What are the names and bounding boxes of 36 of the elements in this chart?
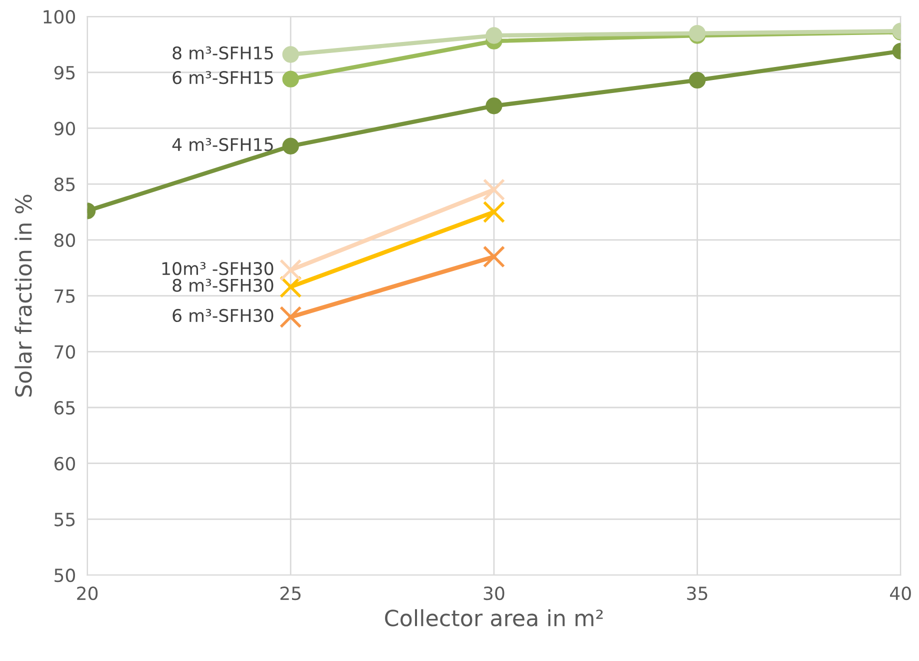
point bbox=[482, 246, 506, 268]
y-tick-label: 90 bbox=[54, 122, 75, 136]
x-tick-label: 30 bbox=[484, 586, 504, 600]
x-tick-label: 20 bbox=[77, 586, 98, 600]
point bbox=[486, 27, 502, 44]
point bbox=[282, 70, 299, 88]
y-tick-label: 100 bbox=[44, 10, 75, 24]
y-tick-label: 85 bbox=[54, 178, 75, 192]
series-label: 6 m³-SFH15 bbox=[172, 70, 273, 84]
series-label: 8 m³-SFH15 bbox=[172, 46, 273, 60]
point bbox=[282, 138, 299, 154]
x-tick-label: 35 bbox=[687, 586, 708, 600]
y-tick-label: 60 bbox=[54, 456, 75, 470]
y-tick-label: 95 bbox=[54, 66, 75, 80]
point bbox=[482, 178, 506, 201]
point bbox=[282, 46, 299, 63]
series-label: 8 m³-SFH30 bbox=[172, 278, 274, 292]
point bbox=[482, 200, 506, 224]
point bbox=[280, 306, 302, 328]
x-tick-label: 25 bbox=[280, 586, 301, 600]
point bbox=[280, 258, 302, 282]
x-axis-title: Collector area in m² bbox=[385, 609, 603, 626]
y-tick-label: 50 bbox=[54, 568, 75, 582]
y-tick-label: 70 bbox=[54, 345, 75, 359]
y-axis-title: Solar fraction in % bbox=[14, 194, 32, 397]
series-label: 4 m³-SFH15 bbox=[172, 138, 273, 152]
series-label: 6 m³-SFH30 bbox=[172, 308, 274, 322]
point bbox=[688, 24, 706, 42]
y-tick-label: 80 bbox=[54, 233, 75, 248]
point bbox=[486, 98, 502, 114]
y-tick-label: 55 bbox=[54, 512, 75, 526]
x-tick-label: 40 bbox=[890, 586, 911, 600]
y-tick-label: 65 bbox=[54, 400, 75, 415]
y-tick-label: 75 bbox=[54, 289, 75, 303]
point bbox=[688, 72, 706, 89]
series-label: 10m³ -SFH30 bbox=[162, 262, 274, 276]
